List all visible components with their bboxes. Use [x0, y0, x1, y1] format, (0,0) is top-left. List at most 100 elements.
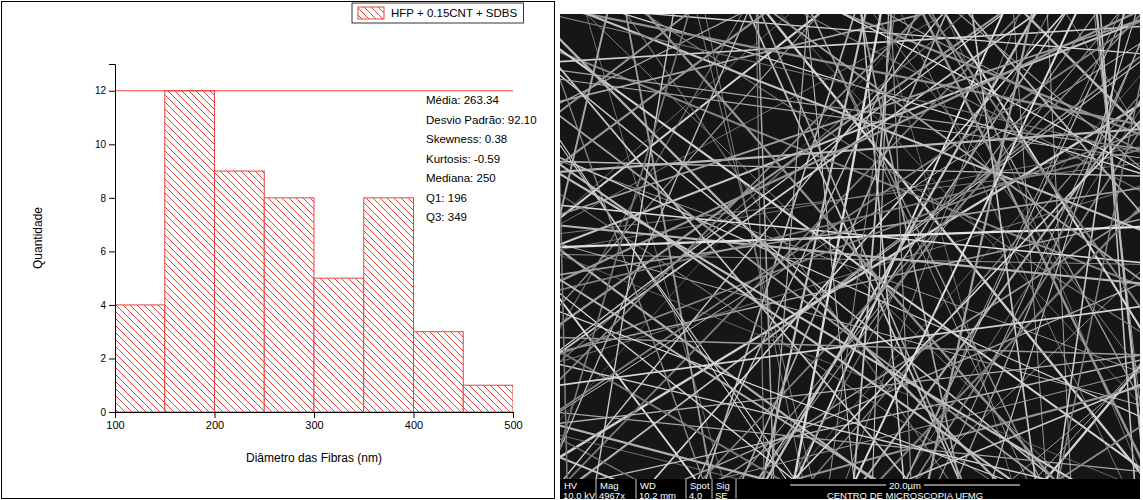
x-tick-label: 400 [405, 419, 423, 431]
statistic-label: Desvio Padrão: 92.10 [426, 114, 537, 126]
fiber [560, 225, 1140, 479]
legend-label: HFP + 0.15CNT + SDBS [391, 7, 517, 19]
info-bar: HVMagWDSpotSig10.0 kV4967x10.2 mm4.0SE20… [560, 479, 1140, 500]
fiber [560, 49, 1140, 471]
fiber [560, 14, 1140, 479]
y-tick: 10 [95, 139, 115, 150]
x-tick: 500 [504, 412, 522, 431]
y-tick-label: 0 [100, 407, 106, 418]
micrograph [0, 0, 1143, 500]
y-tick-label: 12 [95, 85, 107, 96]
histogram-bar [414, 332, 464, 412]
histogram-bar [264, 198, 314, 412]
x-tick: 300 [305, 412, 323, 431]
y-axis-title: Quantidade [31, 207, 45, 269]
info-separator [596, 479, 597, 499]
fiber [560, 14, 1140, 479]
fiber [560, 19, 1140, 259]
y-tick: 2 [100, 353, 115, 364]
y-tick-mark [109, 412, 115, 413]
fiber [725, 14, 975, 479]
fiber [560, 14, 1140, 216]
x-tick-label: 500 [504, 419, 522, 431]
histogram-bar [165, 91, 215, 412]
y-tick-mark [109, 251, 115, 252]
fiber-texture [560, 14, 1140, 479]
info-separator [686, 479, 687, 499]
x-tick-label: 200 [206, 419, 224, 431]
legend: HFP + 0.15CNT + SDBS [352, 3, 523, 23]
scale-bar [924, 484, 1020, 485]
histogram-bar [463, 385, 513, 412]
y-tick: 12 [95, 85, 115, 96]
fiber [618, 14, 1140, 479]
y-tick-label: 10 [95, 139, 107, 150]
info-separator [712, 479, 713, 499]
y-tick-label: 4 [100, 300, 106, 311]
y-tick: 6 [100, 246, 115, 257]
y-tick-label: 8 [100, 193, 106, 204]
fiber [560, 14, 1140, 345]
x-tick-label: 300 [305, 419, 323, 431]
info-value: 4967x [599, 490, 625, 500]
y-axis: 0 2 4 6 8 10 12 [95, 65, 116, 418]
fiber [560, 14, 1140, 479]
y-tick-mark [109, 358, 115, 359]
histogram-bar [314, 278, 364, 412]
x-axis-title: Diâmetro das Fibras (nm) [246, 451, 382, 465]
y-tick-mark [109, 198, 115, 199]
y-tick-mark [109, 305, 115, 306]
y-tick-mark [109, 91, 115, 92]
info-separator [636, 479, 637, 499]
fiber [560, 120, 1140, 479]
y-tick: 4 [100, 300, 115, 311]
y-tick: 8 [100, 193, 115, 204]
fiber [560, 253, 1140, 479]
fiber [560, 14, 1047, 479]
fiber [560, 69, 1140, 334]
x-tick-label: 100 [106, 419, 124, 431]
info-value: 4.0 [689, 490, 702, 500]
info-value: 10.2 mm [639, 490, 676, 500]
x-tick-mark [314, 412, 315, 418]
fiber [622, 14, 1140, 479]
statistic-label: Mediana: 250 [426, 172, 496, 184]
statistics: Média: 263.34Desvio Padrão: 92.10Skewnes… [426, 94, 537, 223]
histogram-bar [215, 171, 265, 412]
legend-box [352, 3, 523, 23]
scale-bar [790, 484, 886, 485]
histogram-bar [364, 198, 414, 412]
info-value: 10.0 kV [563, 490, 596, 500]
y-axis-line [109, 65, 116, 413]
fiber [560, 14, 1140, 479]
figure: 100 200 300 400 500 0 2 4 6 8 10 12 Diâmetro das Fib… [0, 0, 1143, 500]
plot-area [115, 91, 513, 412]
statistic-label: Q1: 196 [426, 192, 467, 204]
fiber [667, 14, 1140, 479]
statistic-label: Kurtosis: -0.59 [426, 153, 500, 165]
y-tick-label: 2 [100, 353, 106, 364]
fiber [646, 14, 974, 479]
fiber [589, 14, 1140, 479]
fiber [560, 14, 1140, 479]
legend-swatch [358, 7, 384, 19]
y-tick-mark [109, 144, 115, 145]
x-tick-mark [215, 412, 216, 418]
x-axis: 100 200 300 400 500 [106, 412, 522, 431]
x-tick: 200 [206, 412, 224, 431]
fiber [570, 14, 1140, 479]
info-value: SE [715, 490, 728, 500]
fiber [734, 14, 875, 479]
x-axis-line [116, 413, 514, 419]
institution-label: CENTRO DE MICROSCOPIA UFMG [827, 490, 983, 500]
x-tick-mark [414, 412, 415, 418]
fiber [865, 14, 941, 479]
panel-frame [2, 2, 555, 499]
x-tick-mark [513, 412, 514, 418]
statistic-label: Skewness: 0.38 [426, 133, 507, 145]
info-separator [736, 479, 737, 499]
histogram-bar [115, 305, 165, 412]
statistic-label: Q3: 349 [426, 211, 467, 223]
fiber [560, 204, 1140, 479]
fiber [948, 14, 1140, 479]
